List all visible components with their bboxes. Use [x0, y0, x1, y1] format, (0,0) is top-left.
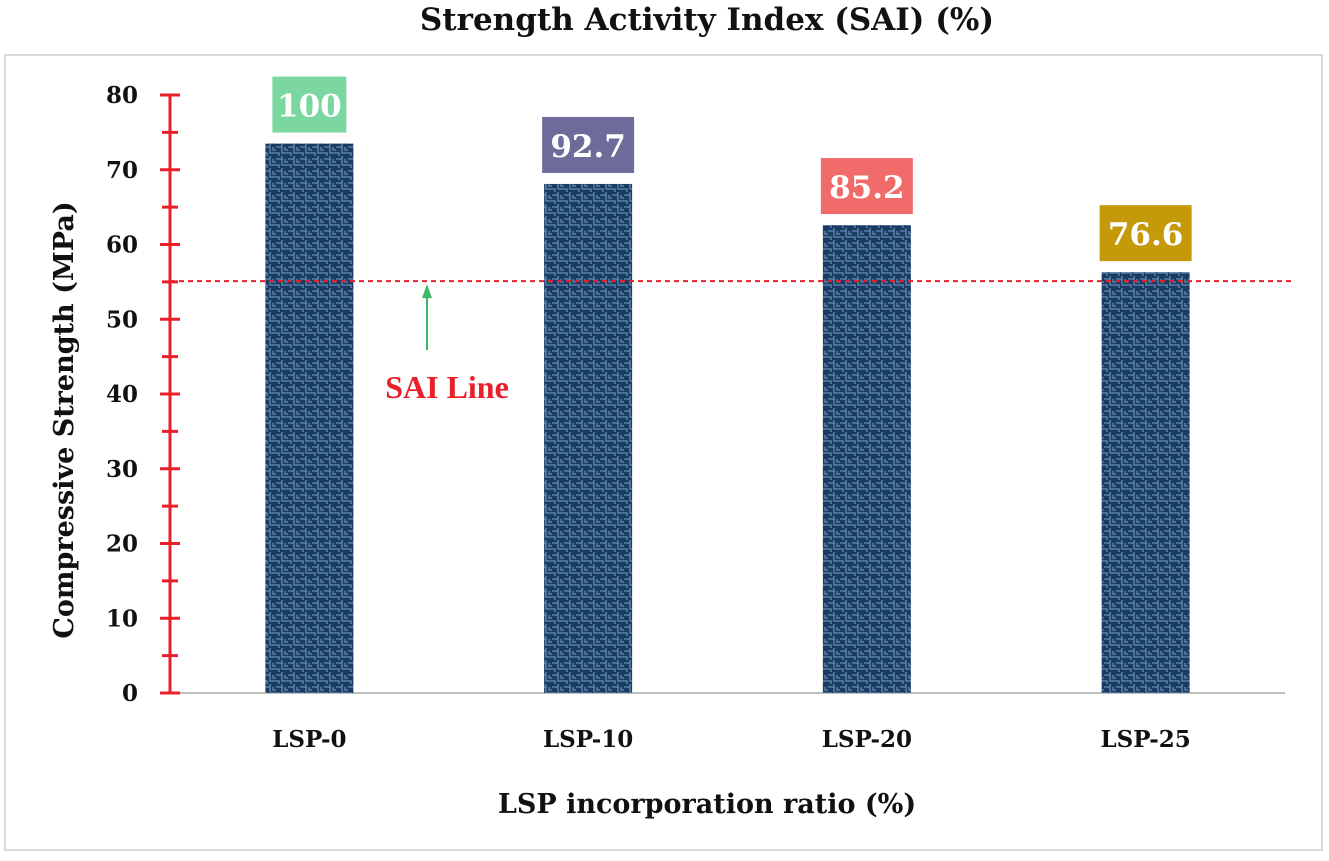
y-tick-label: 50 [106, 306, 138, 333]
x-tick-label: LSP-10 [543, 726, 633, 753]
data-label-box [820, 158, 913, 215]
data-label-box [272, 76, 347, 133]
y-tick-label: 60 [106, 232, 138, 259]
sai-line-label: SAI Line [385, 369, 509, 405]
bar-lsp-25 [1101, 272, 1190, 693]
data-label: 100 [277, 89, 342, 125]
x-tick-label: LSP-25 [1100, 726, 1190, 753]
y-tick-label: 10 [106, 605, 138, 632]
y-tick-label: 70 [106, 157, 138, 184]
sai-arrow-head-icon [422, 284, 432, 299]
y-tick-label: 0 [122, 680, 138, 707]
data-label: 92.7 [550, 129, 626, 165]
bar-lsp-10 [544, 183, 633, 693]
y-tick-label: 30 [106, 456, 138, 483]
y-tick-label: 40 [106, 381, 138, 408]
bar-lsp-0 [265, 143, 354, 693]
y-tick-label: 80 [106, 82, 138, 109]
x-tick-label: LSP-0 [272, 726, 346, 753]
x-axis-title: LSP incorporation ratio (%) [498, 789, 916, 820]
chart-title: Strength Activity Index (SAI) (%) [420, 2, 994, 38]
data-label-box [542, 116, 635, 173]
data-label-box [1099, 205, 1192, 262]
bar-lsp-20 [822, 225, 911, 693]
data-label: 76.6 [1108, 217, 1184, 253]
y-axis-title: Compressive Strength (MPa) [49, 201, 80, 638]
x-tick-label: LSP-20 [822, 726, 912, 753]
data-label: 85.2 [829, 170, 905, 206]
y-tick-label: 20 [106, 531, 138, 558]
